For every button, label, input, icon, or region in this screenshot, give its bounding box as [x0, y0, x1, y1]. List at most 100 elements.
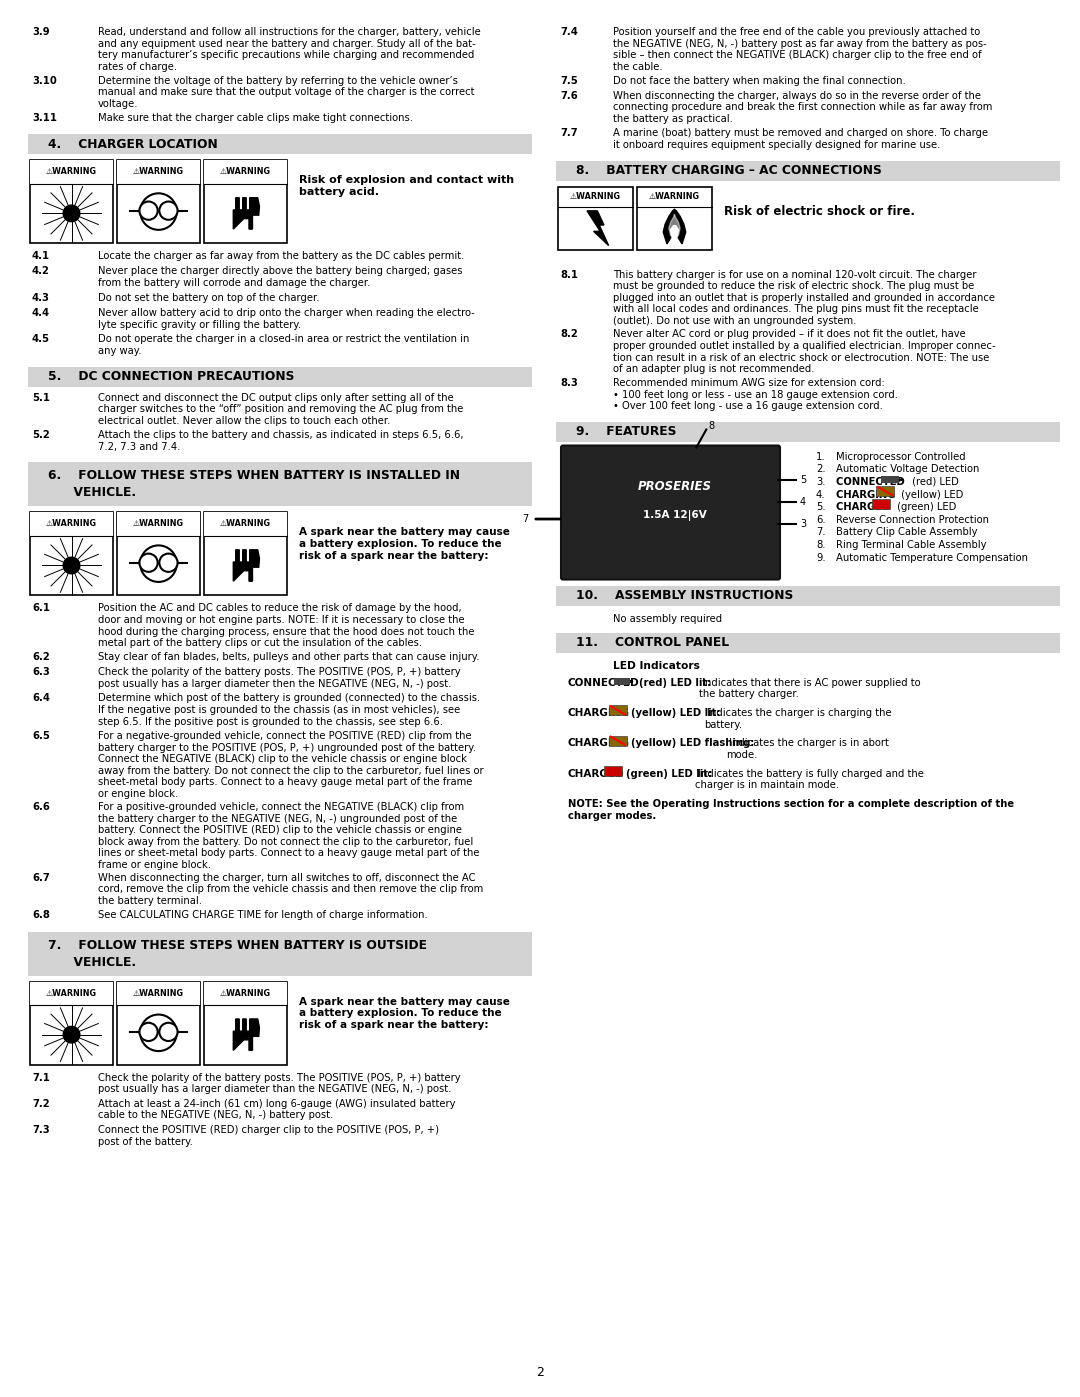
Text: 5: 5	[800, 475, 807, 485]
Text: ⚠WARNING: ⚠WARNING	[220, 520, 271, 528]
Text: (yellow) LED lit:: (yellow) LED lit:	[631, 708, 720, 718]
Bar	[30, 982, 113, 1004]
Bar	[117, 513, 200, 535]
Bar	[204, 982, 287, 1065]
Text: 7.5: 7.5	[561, 75, 578, 85]
Bar	[28, 366, 532, 387]
Text: (red) LED lit:: (red) LED lit:	[638, 678, 711, 687]
Text: Attach at least a 24-inch (61 cm) long 6-gauge (AWG) insulated battery
cable to : Attach at least a 24-inch (61 cm) long 6…	[98, 1099, 456, 1120]
Text: ⚠WARNING: ⚠WARNING	[133, 520, 184, 528]
Bar	[613, 678, 630, 685]
Bar	[876, 486, 894, 496]
Text: 8.1: 8.1	[561, 270, 578, 279]
Text: (yellow) LED flashing:: (yellow) LED flashing:	[631, 739, 754, 749]
Bar	[204, 161, 287, 183]
Text: PROSERIES: PROSERIES	[638, 481, 712, 493]
Text: 6.3: 6.3	[32, 668, 50, 678]
Polygon shape	[669, 214, 680, 236]
Text: 9.: 9.	[816, 553, 825, 563]
Text: CHARGED: CHARGED	[568, 768, 624, 778]
Text: 1.5A 12|6V: 1.5A 12|6V	[643, 510, 706, 521]
Bar	[30, 513, 113, 595]
Text: 7.4: 7.4	[561, 27, 578, 36]
Text: 6.2: 6.2	[32, 652, 50, 662]
Text: Locate the charger as far away from the battery as the DC cables permit.: Locate the charger as far away from the …	[98, 251, 464, 261]
Text: Connect the POSITIVE (RED) charger clip to the POSITIVE (POS, P, +)
post of the : Connect the POSITIVE (RED) charger clip …	[98, 1125, 438, 1147]
Text: 4.1: 4.1	[32, 251, 50, 261]
Text: 8.: 8.	[816, 541, 825, 550]
Text: 11.    CONTROL PANEL: 11. CONTROL PANEL	[576, 636, 729, 650]
Text: ⚠WARNING: ⚠WARNING	[133, 989, 184, 997]
Bar	[872, 499, 890, 509]
Text: CHARGING: CHARGING	[568, 708, 630, 718]
FancyBboxPatch shape	[561, 446, 780, 580]
Text: 7.1: 7.1	[32, 1073, 50, 1083]
Bar	[556, 161, 1059, 180]
Text: 5.2: 5.2	[32, 430, 50, 440]
Polygon shape	[233, 1018, 259, 1051]
Text: 6.: 6.	[816, 515, 825, 525]
Ellipse shape	[139, 1023, 158, 1041]
Text: Indicates the battery is fully charged and the
charger is in maintain mode.: Indicates the battery is fully charged a…	[696, 768, 924, 791]
Polygon shape	[663, 210, 686, 244]
Text: 8: 8	[708, 420, 715, 430]
Text: CHARGING: CHARGING	[836, 489, 899, 500]
Text: Determine the voltage of the battery by referring to the vehicle owner’s
manual : Determine the voltage of the battery by …	[98, 75, 474, 109]
Text: For a negative-grounded vehicle, connect the POSITIVE (RED) clip from the
batter: For a negative-grounded vehicle, connect…	[98, 731, 484, 799]
Ellipse shape	[160, 1023, 177, 1041]
Text: ⚠WARNING: ⚠WARNING	[220, 168, 271, 176]
Text: See CALCULATING CHARGE TIME for length of charge information.: See CALCULATING CHARGE TIME for length o…	[98, 911, 428, 921]
Text: Risk of electric shock or fire.: Risk of electric shock or fire.	[724, 204, 915, 218]
Bar	[117, 513, 200, 595]
Text: 7: 7	[522, 514, 528, 524]
Text: 6.6: 6.6	[32, 802, 50, 812]
Text: 7.3: 7.3	[32, 1125, 50, 1136]
Bar	[604, 766, 622, 775]
Bar	[30, 161, 113, 183]
Bar	[28, 462, 532, 506]
Text: Automatic Temperature Compensation: Automatic Temperature Compensation	[836, 553, 1028, 563]
Text: Battery Clip Cable Assembly: Battery Clip Cable Assembly	[836, 528, 977, 538]
Text: 9.    FEATURES: 9. FEATURES	[576, 425, 676, 439]
Text: Indicates the charger is charging the
battery.: Indicates the charger is charging the ba…	[704, 708, 892, 729]
Text: (yellow) LED: (yellow) LED	[899, 489, 963, 500]
Circle shape	[64, 205, 80, 222]
Text: No assembly required: No assembly required	[613, 613, 723, 623]
Text: LED Indicators: LED Indicators	[613, 661, 700, 671]
Text: When disconnecting the charger, always do so in the reverse order of the
connect: When disconnecting the charger, always d…	[613, 91, 993, 124]
Text: 6.    FOLLOW THESE STEPS WHEN BATTERY IS INSTALLED IN
      VEHICLE.: 6. FOLLOW THESE STEPS WHEN BATTERY IS IN…	[48, 469, 460, 499]
Ellipse shape	[139, 553, 158, 571]
Text: (red) LED: (red) LED	[908, 476, 959, 486]
Text: 5.    DC CONNECTION PRECAUTIONS: 5. DC CONNECTION PRECAUTIONS	[48, 370, 295, 383]
Text: Microprocessor Controlled: Microprocessor Controlled	[836, 451, 966, 461]
Bar	[204, 513, 287, 595]
Text: ⚠WARNING: ⚠WARNING	[649, 193, 700, 201]
Text: 2: 2	[536, 1366, 544, 1379]
Text: CHARGING: CHARGING	[568, 739, 630, 749]
Text: Read, understand and follow all instructions for the charger, battery, vehicle
a: Read, understand and follow all instruct…	[98, 27, 481, 71]
Bar	[28, 932, 532, 975]
Text: CONNECTED: CONNECTED	[836, 476, 908, 486]
Bar	[637, 187, 712, 250]
Text: Automatic Voltage Detection: Automatic Voltage Detection	[836, 464, 980, 474]
Circle shape	[64, 557, 80, 574]
Polygon shape	[233, 550, 259, 581]
Bar	[556, 585, 1059, 605]
Text: (green) LED lit:: (green) LED lit:	[626, 768, 712, 778]
Bar	[609, 736, 626, 746]
Text: 4.4: 4.4	[32, 307, 50, 319]
Text: 7.: 7.	[816, 528, 825, 538]
Text: Check the polarity of the battery posts. The POSITIVE (POS, P, +) battery
post u: Check the polarity of the battery posts.…	[98, 1073, 461, 1094]
Bar	[117, 982, 200, 1065]
Text: Do not face the battery when making the final connection.: Do not face the battery when making the …	[613, 75, 906, 85]
Polygon shape	[233, 198, 259, 229]
Bar	[30, 982, 113, 1065]
Bar	[204, 513, 287, 535]
Bar	[558, 187, 633, 250]
Text: 8.3: 8.3	[561, 379, 578, 388]
Text: 4.: 4.	[816, 489, 825, 500]
Text: 8.    BATTERY CHARGING – AC CONNECTIONS: 8. BATTERY CHARGING – AC CONNECTIONS	[576, 163, 881, 177]
Text: This battery charger is for use on a nominal 120-volt circuit. The charger
must : This battery charger is for use on a nom…	[613, 270, 995, 326]
Text: ⚠WARNING: ⚠WARNING	[46, 520, 97, 528]
Text: 6.4: 6.4	[32, 693, 50, 704]
